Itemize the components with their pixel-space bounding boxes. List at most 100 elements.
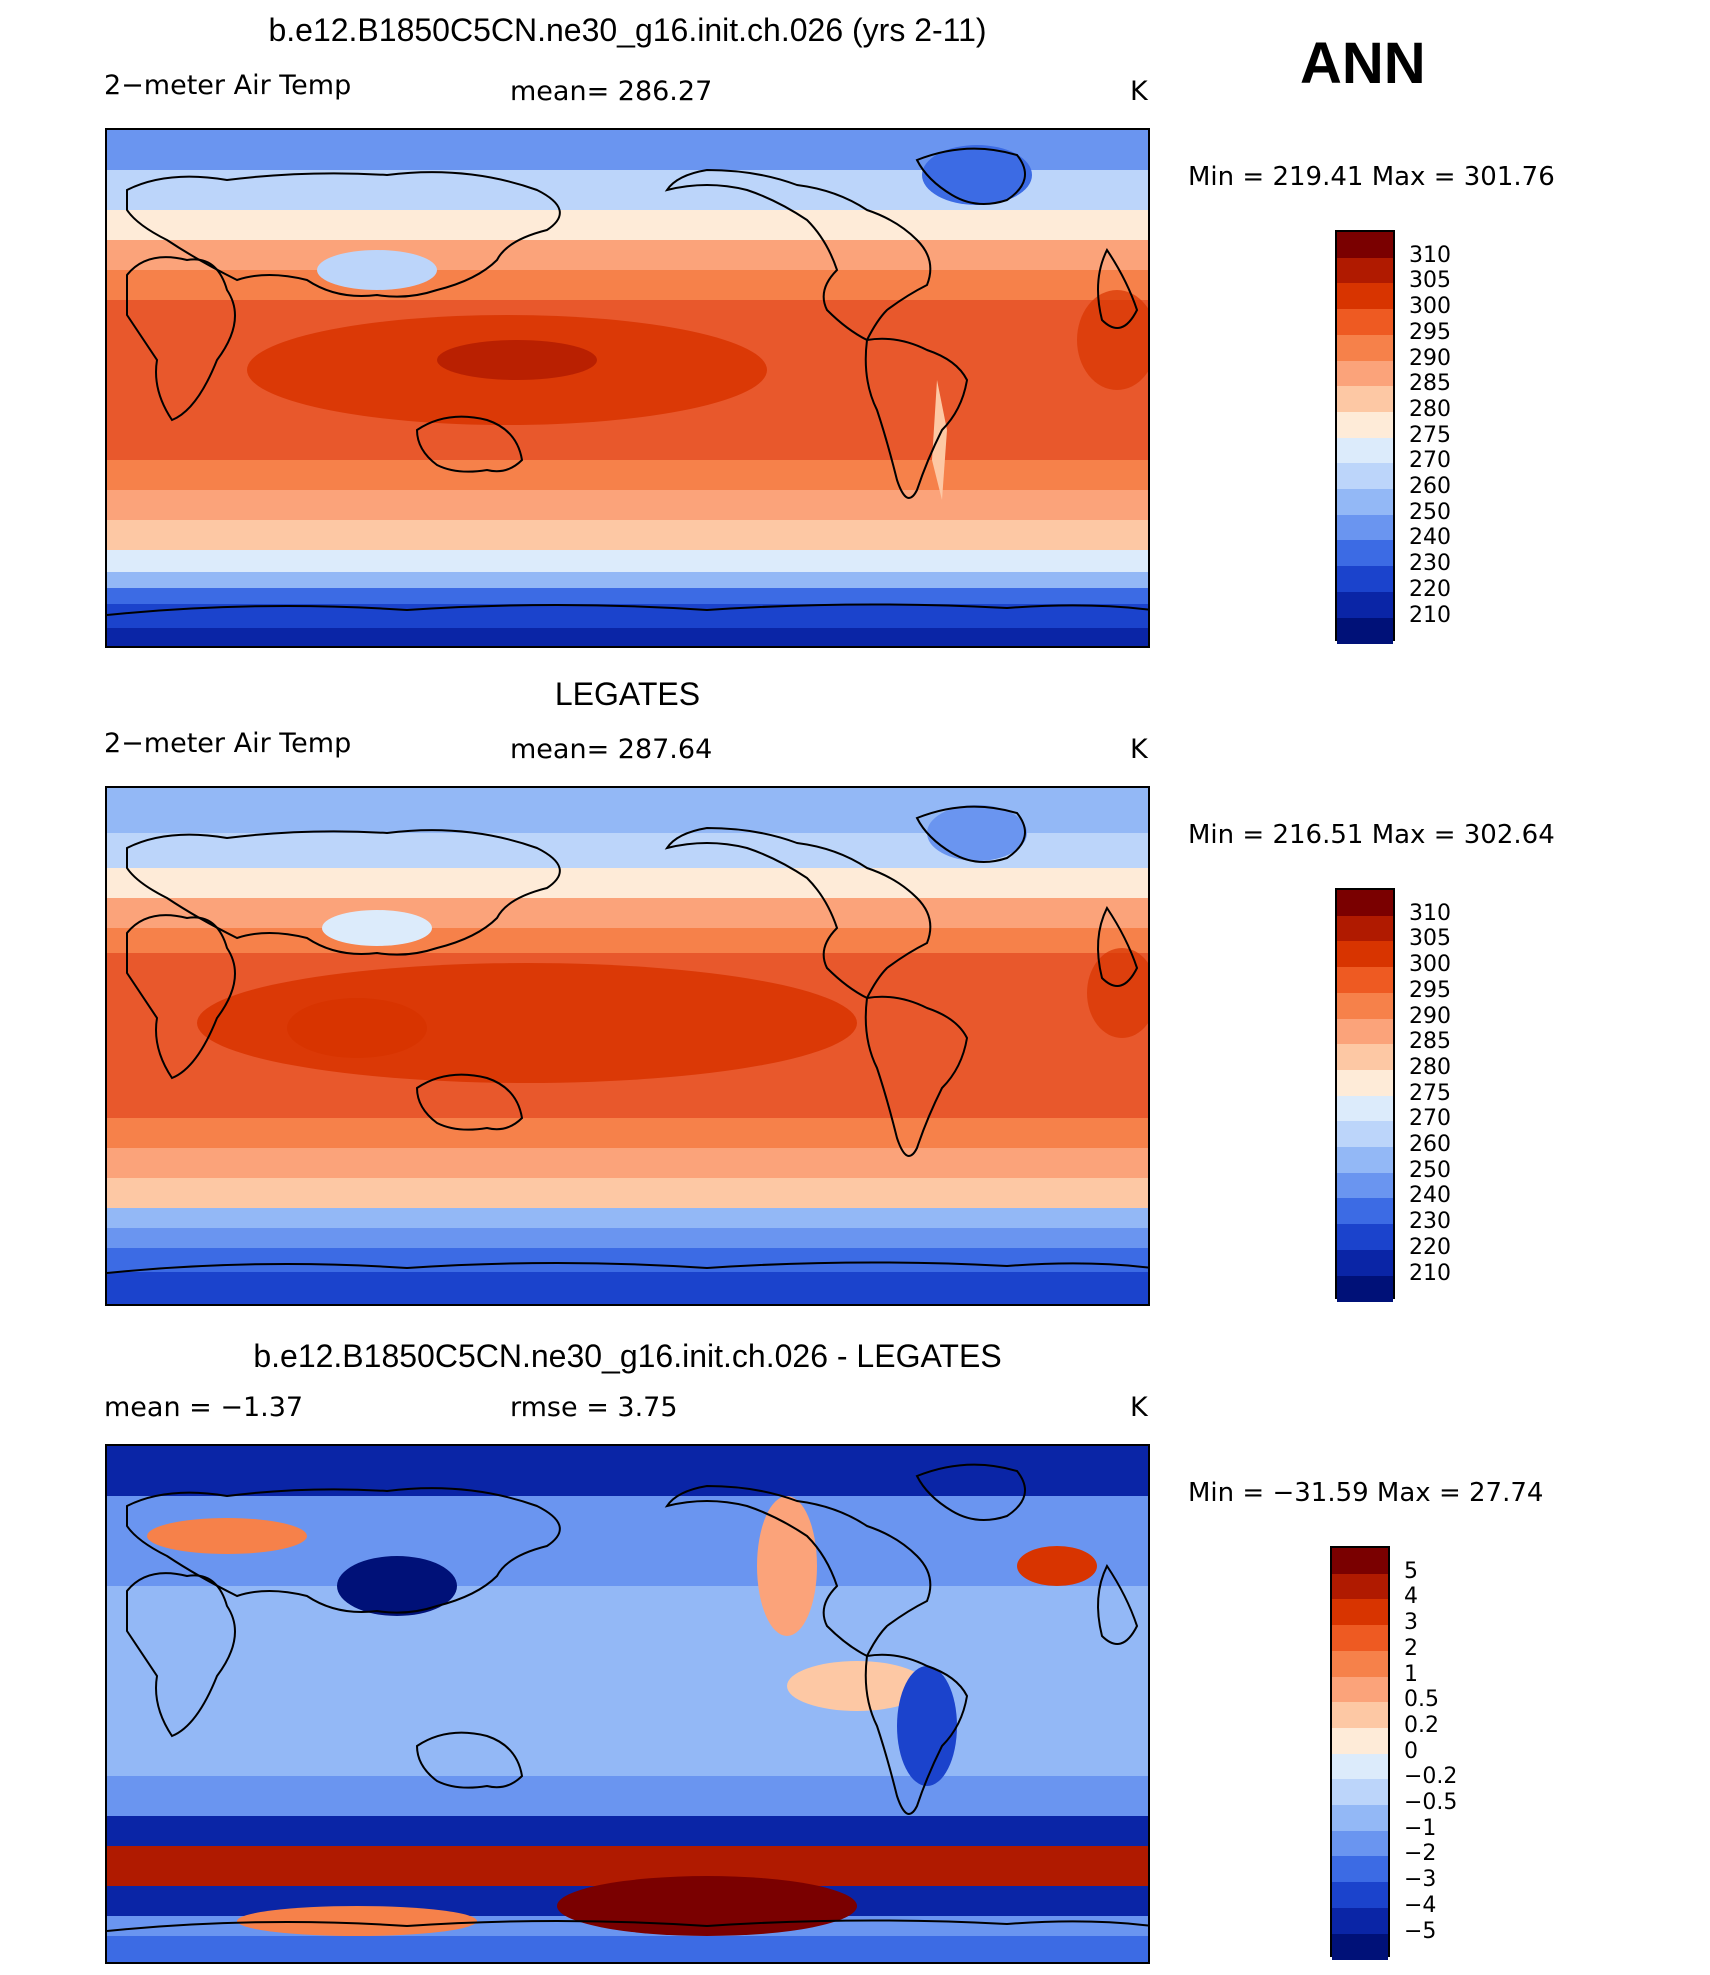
colorbar-tick-label: −3: [1404, 1867, 1437, 1893]
colorbar-swatch: [1337, 1147, 1393, 1175]
colorbar-swatch: [1337, 915, 1393, 943]
colorbar-swatch: [1337, 941, 1393, 969]
colorbar-box: [1335, 888, 1395, 1302]
colorbar-swatch: [1337, 566, 1393, 594]
colorbar-tick-label: 285: [1409, 1029, 1451, 1055]
colorbar-swatch: [1332, 1676, 1388, 1704]
panel3-mean-label: mean = −1.37: [104, 1392, 304, 1423]
colorbar-tick-label: 260: [1409, 474, 1451, 499]
panel2-map: [105, 786, 1150, 1306]
colorbar-swatch: [1337, 1275, 1393, 1302]
colorbar-tick-label: 305: [1409, 926, 1451, 952]
colorbar-tick-label: 295: [1409, 977, 1451, 1003]
panel2-mean-label: mean= 287.64: [510, 734, 713, 765]
colorbar-tick-label: 1: [1404, 1661, 1418, 1687]
panel2-variable-label: 2−meter Air Temp: [104, 728, 352, 759]
colorbar-tick-label: 295: [1409, 319, 1451, 345]
colorbar-tick-label: 290: [1409, 1003, 1451, 1029]
colorbar-box: [1335, 230, 1395, 644]
colorbar-swatch: [1337, 283, 1393, 311]
colorbar-tick-label: 240: [1409, 525, 1451, 551]
colorbar-tick-label: 305: [1409, 268, 1451, 294]
colorbar-swatch: [1337, 890, 1393, 918]
panel3-rmse-label: rmse = 3.75: [510, 1392, 678, 1423]
colorbar-tick-label: 300: [1409, 952, 1451, 978]
colorbar-tick-label: 230: [1409, 551, 1451, 577]
colorbar-tick-label: 230: [1409, 1209, 1451, 1235]
panel3-map: [105, 1444, 1150, 1964]
colorbar-tick-label: −2: [1404, 1841, 1437, 1867]
colorbar-tick-label: 240: [1409, 1183, 1451, 1209]
colorbar-tick-label: −5: [1404, 1918, 1437, 1944]
colorbar-swatch: [1332, 1625, 1388, 1653]
panel1-map: [105, 128, 1150, 648]
colorbar-swatch: [1337, 1044, 1393, 1072]
colorbar-tick-label: 280: [1409, 1054, 1451, 1080]
colorbar-swatch: [1337, 540, 1393, 568]
colorbar-tick-label: 250: [1409, 499, 1451, 525]
panel1-min-max: Min = 219.41 Max = 301.76: [1188, 162, 1555, 192]
colorbar-tick-label: 250: [1409, 1157, 1451, 1183]
colorbar-tick-label: 220: [1409, 576, 1451, 602]
colorbar-swatch: [1337, 617, 1393, 644]
panel2-units-label: K: [1130, 734, 1148, 765]
colorbar-swatch: [1332, 1933, 1388, 1960]
colorbar-swatch: [1332, 1856, 1388, 1884]
panel1-variable-label: 2−meter Air Temp: [104, 70, 352, 101]
colorbar-swatch: [1337, 1198, 1393, 1226]
colorbar-swatch: [1337, 514, 1393, 542]
colorbar-swatch: [1332, 1907, 1388, 1935]
colorbar-tick-label: 0: [1404, 1738, 1418, 1764]
colorbar-box: [1330, 1546, 1390, 1960]
colorbar-tick-label: 270: [1409, 448, 1451, 474]
colorbar-swatch: [1337, 1224, 1393, 1252]
colorbar-swatch: [1337, 309, 1393, 337]
colorbar-swatch: [1337, 334, 1393, 362]
panel2-title: LEGATES: [554, 676, 701, 712]
colorbar-swatch: [1332, 1805, 1388, 1833]
colorbar-swatch: [1337, 1172, 1393, 1200]
colorbar-swatch: [1337, 411, 1393, 440]
colorbar-tick-label: −0.5: [1404, 1790, 1458, 1815]
panel1-units-label: K: [1130, 76, 1148, 107]
colorbar-swatch: [1332, 1702, 1388, 1730]
colorbar-tick-label: −0.2: [1404, 1764, 1458, 1790]
panel2-min-max: Min = 216.51 Max = 302.64: [1188, 820, 1555, 850]
panel3-title: b.e12.B1850C5CN.ne30_g16.init.ch.026 - L…: [253, 1338, 1002, 1374]
colorbar-tick-label: 290: [1409, 345, 1451, 371]
colorbar-swatch: [1332, 1830, 1388, 1858]
colorbar-swatch: [1337, 967, 1393, 995]
colorbar-swatch: [1337, 257, 1393, 285]
colorbar-tick-label: 275: [1409, 1080, 1451, 1106]
colorbar-swatch: [1332, 1882, 1388, 1910]
colorbar-tick-label: 3: [1404, 1610, 1418, 1636]
colorbar-swatch: [1337, 591, 1393, 619]
colorbar-tick-label: 0.5: [1404, 1687, 1439, 1713]
colorbar-swatch: [1332, 1573, 1388, 1601]
colorbar-swatch: [1337, 360, 1393, 388]
colorbar-tick-label: 270: [1409, 1106, 1451, 1132]
colorbar-swatch: [1337, 1095, 1393, 1123]
colorbar-swatch: [1337, 437, 1393, 465]
colorbar-tick-label: −1: [1404, 1815, 1437, 1841]
colorbar-swatch: [1337, 386, 1393, 414]
colorbar-tick-label: 4: [1404, 1584, 1418, 1610]
colorbar-swatch: [1337, 1121, 1393, 1149]
colorbar-swatch: [1332, 1650, 1388, 1678]
colorbar-tick-label: 5: [1404, 1558, 1418, 1584]
colorbar-tick-label: 260: [1409, 1132, 1451, 1157]
colorbar-swatch: [1337, 489, 1393, 517]
colorbar-tick-label: 2: [1404, 1635, 1418, 1661]
panel1-title: b.e12.B1850C5CN.ne30_g16.init.ch.026 (yr…: [268, 12, 987, 48]
colorbar-swatch: [1332, 1753, 1388, 1781]
colorbar-tick-label: 275: [1409, 422, 1451, 448]
colorbar-tick-label: −4: [1404, 1892, 1437, 1918]
colorbar-tick-label: 210: [1409, 602, 1451, 628]
panel3-units-label: K: [1130, 1392, 1148, 1423]
colorbar-tick-label: 300: [1409, 294, 1451, 320]
colorbar-tick-label: 220: [1409, 1234, 1451, 1260]
colorbar-tick-label: 285: [1409, 371, 1451, 397]
colorbar-swatch: [1337, 463, 1393, 491]
colorbar-tick-label: 210: [1409, 1260, 1451, 1286]
colorbar-swatch: [1332, 1599, 1388, 1627]
